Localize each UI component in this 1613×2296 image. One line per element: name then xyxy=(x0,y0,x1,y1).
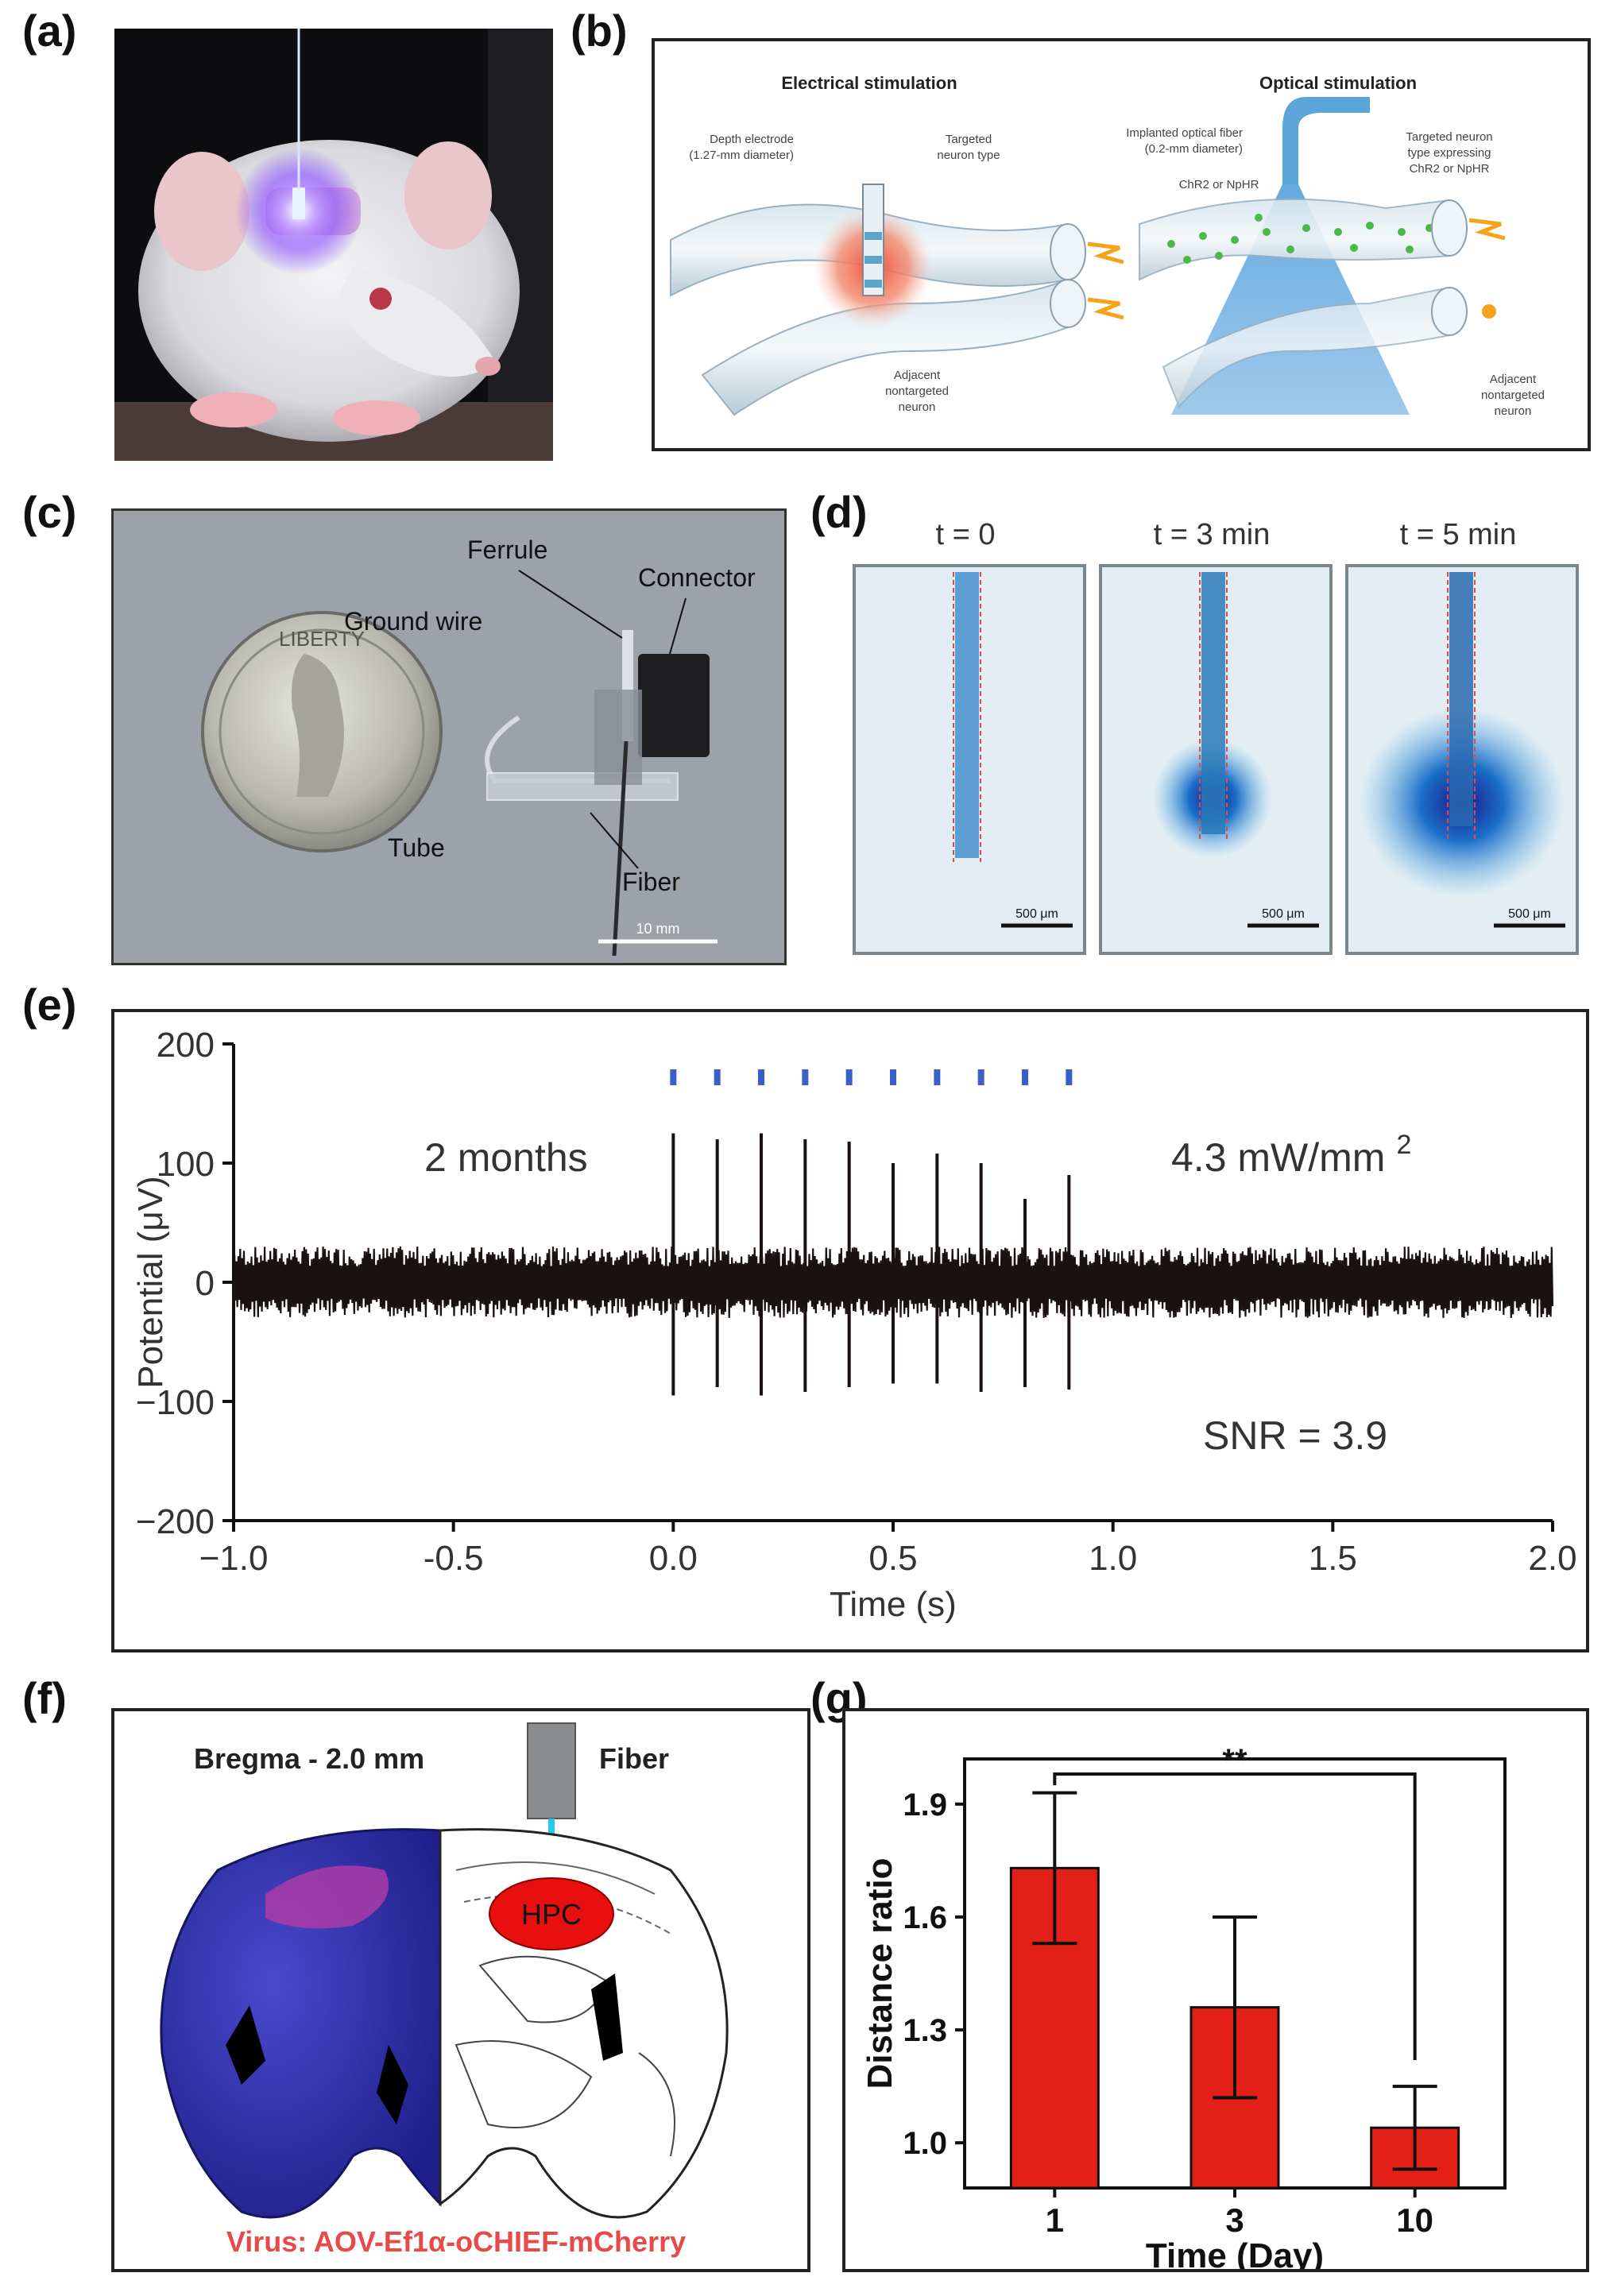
panel-a-label: (a) xyxy=(22,6,77,56)
stimulus-marker xyxy=(802,1069,809,1085)
svg-text:(1.27-mm diameter): (1.27-mm diameter) xyxy=(689,149,794,162)
bregma-label: Bregma - 2.0 mm xyxy=(194,1742,424,1775)
svg-text:500 μm: 500 μm xyxy=(1262,907,1305,921)
svg-text:ChR2 or NpHR: ChR2 or NpHR xyxy=(1179,178,1259,191)
svg-text:Targeted neuron: Targeted neuron xyxy=(1406,130,1492,144)
svg-text:nontargeted: nontargeted xyxy=(885,385,949,398)
stimulation-schematic: Electrical stimulation Depth electrode (… xyxy=(652,38,1591,451)
time-label-2: t = 5 min xyxy=(1400,518,1517,551)
time-label-0: t = 0 xyxy=(936,518,996,551)
y-tick-label: −200 xyxy=(136,1502,215,1541)
fiber-label: Fiber xyxy=(622,868,680,896)
y-tick-label: 0 xyxy=(195,1264,215,1303)
stimulus-marker xyxy=(670,1069,677,1085)
y-tick-label: 200 xyxy=(157,1026,215,1065)
fiber-ferrule xyxy=(527,1722,576,1819)
panel-f-label: (f) xyxy=(22,1673,67,1723)
connector-label: Connector xyxy=(638,563,756,592)
y-tick-label: 1.9 xyxy=(903,1788,947,1822)
time-label-1: t = 3 min xyxy=(1154,518,1271,551)
svg-text:LIBERTY: LIBERTY xyxy=(279,627,365,651)
x-tick-label: 10 xyxy=(1396,2201,1433,2239)
ferrule-label: Ferrule xyxy=(467,535,547,564)
svg-text:Adjacent: Adjacent xyxy=(1490,373,1537,386)
brain-section-frame: Bregma - 2.0 mm Fiber HPC Virus: AOV-Ef1… xyxy=(111,1708,810,2272)
stimulus-marker xyxy=(934,1069,941,1085)
significance-bracket xyxy=(1053,1772,1417,2060)
dapi-hemisphere xyxy=(160,1828,442,2219)
svg-text:neuron type: neuron type xyxy=(937,149,1000,162)
rat-illustration xyxy=(114,29,553,461)
tube-label: Tube xyxy=(388,833,445,862)
hpc-label: HPC xyxy=(521,1898,582,1931)
snr-annotation: SNR = 3.9 xyxy=(1203,1413,1387,1458)
x-tick-label: 0.0 xyxy=(649,1539,698,1578)
panel-e-label: (e) xyxy=(22,980,77,1030)
stimulus-marker xyxy=(714,1069,721,1085)
x-tick-label: -0.5 xyxy=(424,1539,484,1578)
intensity-annotation: 4.3 mW/mm 2 xyxy=(1171,1130,1411,1180)
device-photo: LIBERTY Ferrule Connector Ground wire Tu… xyxy=(111,508,787,965)
svg-text:(0.2-mm diameter): (0.2-mm diameter) xyxy=(1145,142,1243,156)
x-tick-label: 2.0 xyxy=(1528,1539,1576,1578)
stimulus-marker xyxy=(1066,1069,1073,1085)
svg-text:neuron: neuron xyxy=(899,400,936,414)
svg-text:nontargeted: nontargeted xyxy=(1481,388,1545,402)
electrical-title: Electrical stimulation xyxy=(781,73,957,93)
x-axis-title: Time (Day) xyxy=(1146,2236,1324,2269)
x-tick-label: 1 xyxy=(1046,2201,1064,2239)
virus-label: Virus: AOV-Ef1α-oCHIEF-mCherry xyxy=(226,2225,686,2258)
x-axis-title: Time (s) xyxy=(830,1585,957,1624)
significance-marker: ** xyxy=(1222,1743,1247,1778)
stimulus-marker xyxy=(758,1069,764,1085)
panel-d-label: (d) xyxy=(810,487,868,537)
y-tick-label: 1.0 xyxy=(903,2126,947,2161)
y-axis-title: Distance ratio xyxy=(861,1858,899,2089)
panel-b-label: (b) xyxy=(571,6,628,56)
y-tick-label: −100 xyxy=(136,1383,215,1422)
x-tick-label: 0.5 xyxy=(868,1539,917,1578)
rat-photo xyxy=(114,29,553,461)
hpc-target xyxy=(489,1877,614,1950)
y-tick-label: 100 xyxy=(157,1145,215,1184)
y-tick-label: 1.6 xyxy=(903,1900,947,1935)
svg-text:Targeted: Targeted xyxy=(946,133,992,146)
svg-text:500 μm: 500 μm xyxy=(1015,907,1058,921)
duration-annotation: 2 months xyxy=(424,1135,588,1180)
svg-text:Depth electrode: Depth electrode xyxy=(710,133,794,146)
svg-text:neuron: neuron xyxy=(1495,404,1532,418)
stimulus-marker xyxy=(890,1069,896,1085)
panel-c-label: (c) xyxy=(22,487,77,537)
y-tick-label: 1.3 xyxy=(903,2013,947,2048)
ground-wire-label: Ground wire xyxy=(344,607,482,636)
fiber-label-f: Fiber xyxy=(599,1742,669,1775)
recording-chart-frame: 200 100 0 −100 −200 −1.0 -0.5 0.0 0.5 1.0 1.5 2.0 Ti… xyxy=(111,1009,1589,1652)
bar-chart-frame: 1.0 1.3 1.6 1.9 1 3 10 ** Time (Day) Distance rat… xyxy=(842,1708,1589,2275)
x-tick-label: 1.5 xyxy=(1309,1539,1357,1578)
potential-trace-chart: 200 100 0 −100 −200−1.0 -0.5 0.0 0.5 1.0 1.5 2.0 Ti… xyxy=(131,1026,1577,1624)
stimulus-marker xyxy=(977,1069,984,1085)
svg-text:Adjacent: Adjacent xyxy=(894,369,941,382)
stimulus-marker xyxy=(1022,1069,1028,1085)
svg-text:Implanted optical fiber: Implanted optical fiber xyxy=(1126,126,1243,140)
x-tick-label: 1.0 xyxy=(1089,1539,1137,1578)
scale-label-c: 10 mm xyxy=(636,921,679,937)
x-tick-label: 3 xyxy=(1225,2201,1244,2239)
diffusion-images: t = 0 t = 3 min t = 5 min 500 μm 500 μm … xyxy=(853,518,1579,955)
optical-title: Optical stimulation xyxy=(1259,73,1417,93)
y-axis-title: Potential (μV) xyxy=(131,1176,170,1388)
distance-ratio-chart: 1.0 1.3 1.6 1.9 1 3 10 ** Time (Day) Distance rat… xyxy=(861,1743,1507,2275)
x-tick-label: −1.0 xyxy=(199,1539,269,1578)
svg-text:500 μm: 500 μm xyxy=(1508,907,1551,921)
svg-text:type expressing: type expressing xyxy=(1407,146,1491,160)
svg-text:ChR2 or NpHR: ChR2 or NpHR xyxy=(1410,162,1490,176)
stimulus-marker xyxy=(845,1069,853,1085)
